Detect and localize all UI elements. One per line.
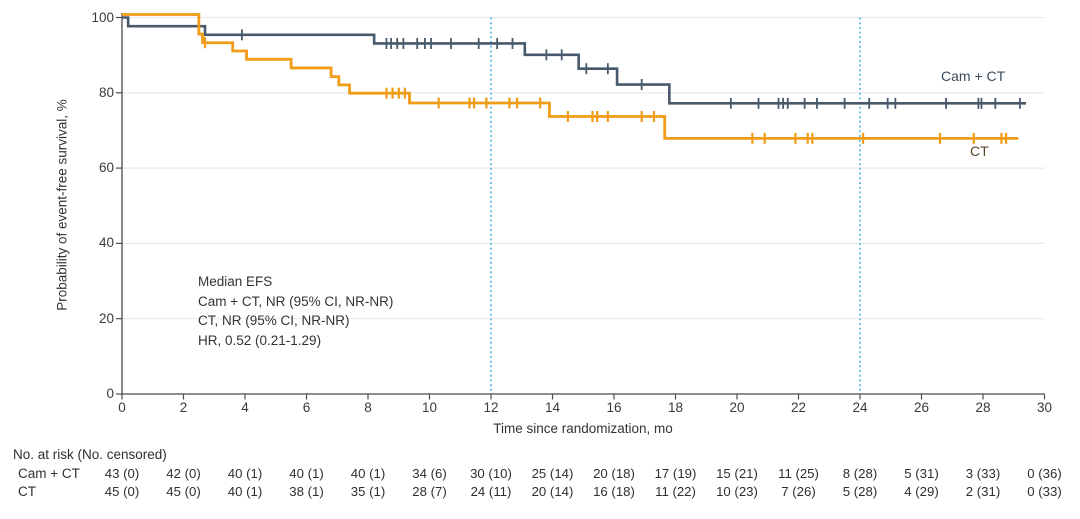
x-tick-label-20: 20 [729,400,745,415]
risk-value-cam-ct-10mo: 34 (6) [412,466,447,481]
risk-value-cam-ct-26mo: 5 (31) [904,466,939,481]
risk-value-cam-ct-20mo: 15 (21) [716,466,758,481]
risk-value-ct-26mo: 4 (29) [904,484,939,499]
risk-value-cam-ct-2mo: 42 (0) [166,466,201,481]
risk-value-cam-ct-14mo: 25 (14) [531,466,574,481]
risk-value-ct-22mo: 7 (26) [781,484,816,499]
y-tick-label-100: 100 [91,9,114,25]
x-tick-label-4: 4 [241,400,249,415]
risk-value-ct-8mo: 35 (1) [350,484,386,499]
x-tick-label-14: 14 [544,400,561,415]
risk-value-cam-ct-30mo: 0 (36) [1027,466,1062,481]
x-tick-label-2: 2 [179,400,188,415]
x-tick-label-16: 16 [606,400,622,415]
risk-value-cam-ct-22mo: 11 (25) [778,466,819,481]
risk-value-ct-28mo: 2 (31) [965,484,1001,499]
risk-value-ct-4mo: 40 (1) [227,484,263,499]
risk-value-cam-ct-24mo: 8 (28) [842,466,878,481]
x-tick-label-0: 0 [118,400,126,415]
risk-value-cam-ct-18mo: 17 (19) [654,466,697,481]
y-axis-title: Probability of event-free survival, % [54,99,70,311]
risk-row-label-ct: CT [18,484,36,499]
risk-value-ct-0mo: 45 (0) [104,484,140,499]
annotation-line-hr: HR, 0.52 (0.21-1.29) [198,332,322,348]
annotation-line-median-efs: Median EFS [198,274,273,289]
x-axis-title: Time since randomization, mo [493,421,673,436]
risk-value-ct-24mo: 5 (28) [842,484,878,499]
x-tick-label-22: 22 [790,400,807,415]
x-tick-label-10: 10 [421,400,438,415]
y-tick-label-40: 40 [98,235,114,251]
risk-value-cam-ct-0mo: 43 (0) [104,466,140,481]
risk-value-ct-10mo: 28 (7) [412,484,447,499]
y-tick-label-80: 80 [98,84,114,100]
median-efs-annotation: Median EFS Cam + CT, NR (95% CI, NR-NR) … [198,272,393,350]
annotation-line-camct: Cam + CT, NR (95% CI, NR-NR) [198,293,394,309]
x-tick-label-8: 8 [364,400,372,415]
risk-row-label-cam-ct: Cam + CT [18,466,80,481]
curve-label-ct: CT [970,143,989,159]
risk-value-ct-20mo: 10 (23) [716,484,758,499]
x-tick-label-30: 30 [1036,400,1053,415]
risk-value-ct-12mo: 24 (11) [470,484,512,499]
risk-value-cam-ct-8mo: 40 (1) [350,466,386,481]
risk-value-cam-ct-16mo: 20 (18) [593,466,635,481]
y-tick-label-20: 20 [98,310,114,326]
risk-value-ct-2mo: 45 (0) [166,484,201,499]
risk-value-ct-30mo: 0 (33) [1027,484,1062,499]
y-tick-label-60: 60 [98,160,114,176]
risk-table-title: No. at risk (No. censored) [13,447,167,462]
y-tick-label-0: 0 [106,386,114,401]
x-tick-label-18: 18 [667,400,684,415]
risk-value-cam-ct-12mo: 30 (10) [470,466,512,481]
annotation-line-ct: CT, NR (95% CI, NR-NR) [198,313,350,328]
risk-value-ct-16mo: 16 (18) [593,484,635,499]
risk-value-cam-ct-6mo: 40 (1) [289,466,324,481]
x-tick-label-6: 6 [302,400,311,415]
km-curve-ct [122,13,1019,140]
x-tick-label-28: 28 [975,400,991,415]
curve-label-cam-ct: Cam + CT [941,68,1006,84]
risk-value-ct-18mo: 11 (22) [655,484,696,499]
x-tick-label-24: 24 [852,400,868,415]
risk-value-cam-ct-28mo: 3 (33) [965,466,1001,481]
km-curve-cam-ct [122,16,1027,105]
risk-value-ct-14mo: 20 (14) [531,484,574,499]
risk-value-ct-6mo: 38 (1) [289,484,324,499]
x-tick-label-26: 26 [913,400,930,415]
risk-value-cam-ct-4mo: 40 (1) [227,466,263,481]
x-tick-label-12: 12 [483,400,499,415]
